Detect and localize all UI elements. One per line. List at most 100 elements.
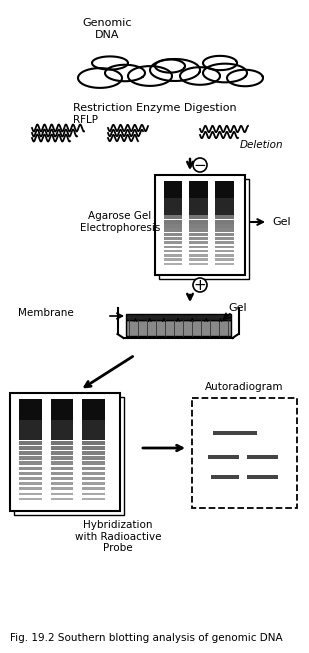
Bar (82, 446, 105, 450)
Bar (51, 462, 73, 465)
Bar (82, 467, 105, 470)
Bar (163, 189, 182, 195)
Bar (82, 462, 105, 465)
Bar (215, 259, 234, 261)
Bar (82, 430, 105, 435)
Bar (215, 241, 234, 244)
Bar (51, 451, 73, 454)
Bar (163, 199, 182, 203)
Bar (163, 185, 182, 191)
Bar (215, 229, 234, 232)
Bar (213, 431, 257, 435)
Bar (215, 207, 234, 211)
Bar (19, 487, 42, 490)
Bar (215, 246, 234, 248)
Text: Hybridization
with Radioactive
Probe: Hybridization with Radioactive Probe (75, 520, 161, 553)
Bar (189, 207, 208, 211)
Text: −: − (194, 157, 206, 172)
Bar (14, 397, 124, 515)
Bar (82, 409, 105, 415)
Bar (51, 492, 73, 495)
Bar (163, 232, 182, 236)
Text: Agarose Gel
Electrophoresis: Agarose Gel Electrophoresis (80, 211, 160, 233)
Bar (51, 409, 73, 415)
Bar (51, 425, 73, 430)
Bar (189, 211, 208, 215)
Bar (163, 254, 182, 257)
Bar (163, 219, 182, 223)
Bar (82, 492, 105, 495)
Bar (208, 455, 239, 459)
Text: Gel: Gel (272, 217, 291, 227)
Bar (82, 498, 105, 500)
Bar (51, 477, 73, 480)
Bar (215, 194, 234, 199)
Text: RFLP: RFLP (73, 115, 98, 125)
Bar (211, 475, 239, 479)
Bar (82, 487, 105, 490)
Bar (51, 399, 73, 404)
Bar (215, 199, 234, 203)
Bar (51, 420, 73, 424)
Bar (82, 399, 105, 404)
Bar (82, 425, 105, 430)
Bar (215, 232, 234, 236)
Bar (163, 202, 182, 207)
Bar (155, 175, 245, 275)
Bar (51, 487, 73, 490)
Bar (215, 189, 234, 195)
Bar (51, 415, 73, 420)
Bar (19, 477, 42, 480)
Bar (19, 472, 42, 475)
Bar (19, 409, 42, 415)
Circle shape (193, 278, 207, 292)
Bar (125, 320, 231, 336)
Bar (163, 263, 182, 265)
Text: Genomic
DNA: Genomic DNA (82, 18, 132, 40)
Bar (51, 404, 73, 409)
Bar (189, 232, 208, 236)
Bar (189, 229, 208, 232)
Bar (163, 181, 182, 187)
Text: Autoradiogram: Autoradiogram (205, 382, 284, 392)
Bar (82, 477, 105, 480)
Bar (82, 482, 105, 485)
Bar (51, 456, 73, 460)
Bar (215, 224, 234, 228)
Bar (82, 451, 105, 454)
Text: Membrane: Membrane (18, 308, 74, 318)
Bar (19, 467, 42, 470)
Bar (189, 199, 208, 203)
Bar (19, 492, 42, 495)
Bar (10, 393, 120, 511)
Bar (215, 237, 234, 240)
Bar (189, 263, 208, 265)
Bar (163, 229, 182, 232)
Bar (189, 246, 208, 248)
Bar (189, 189, 208, 195)
Bar (189, 202, 208, 207)
Bar (163, 241, 182, 244)
Bar (19, 420, 42, 424)
Bar (215, 181, 234, 187)
Bar (189, 241, 208, 244)
Bar (247, 475, 278, 479)
Bar (19, 462, 42, 465)
Text: +: + (194, 278, 206, 293)
Bar (159, 179, 249, 279)
Bar (51, 430, 73, 435)
Bar (10, 393, 120, 511)
Bar (19, 456, 42, 460)
Bar (19, 498, 42, 500)
Bar (163, 246, 182, 248)
Bar (51, 441, 73, 445)
Bar (215, 211, 234, 215)
Bar (19, 415, 42, 420)
Bar (189, 259, 208, 261)
Bar (51, 472, 73, 475)
Bar (163, 211, 182, 215)
Bar (247, 455, 278, 459)
Bar (163, 207, 182, 211)
Text: Deletion: Deletion (240, 140, 284, 150)
Bar (215, 219, 234, 223)
